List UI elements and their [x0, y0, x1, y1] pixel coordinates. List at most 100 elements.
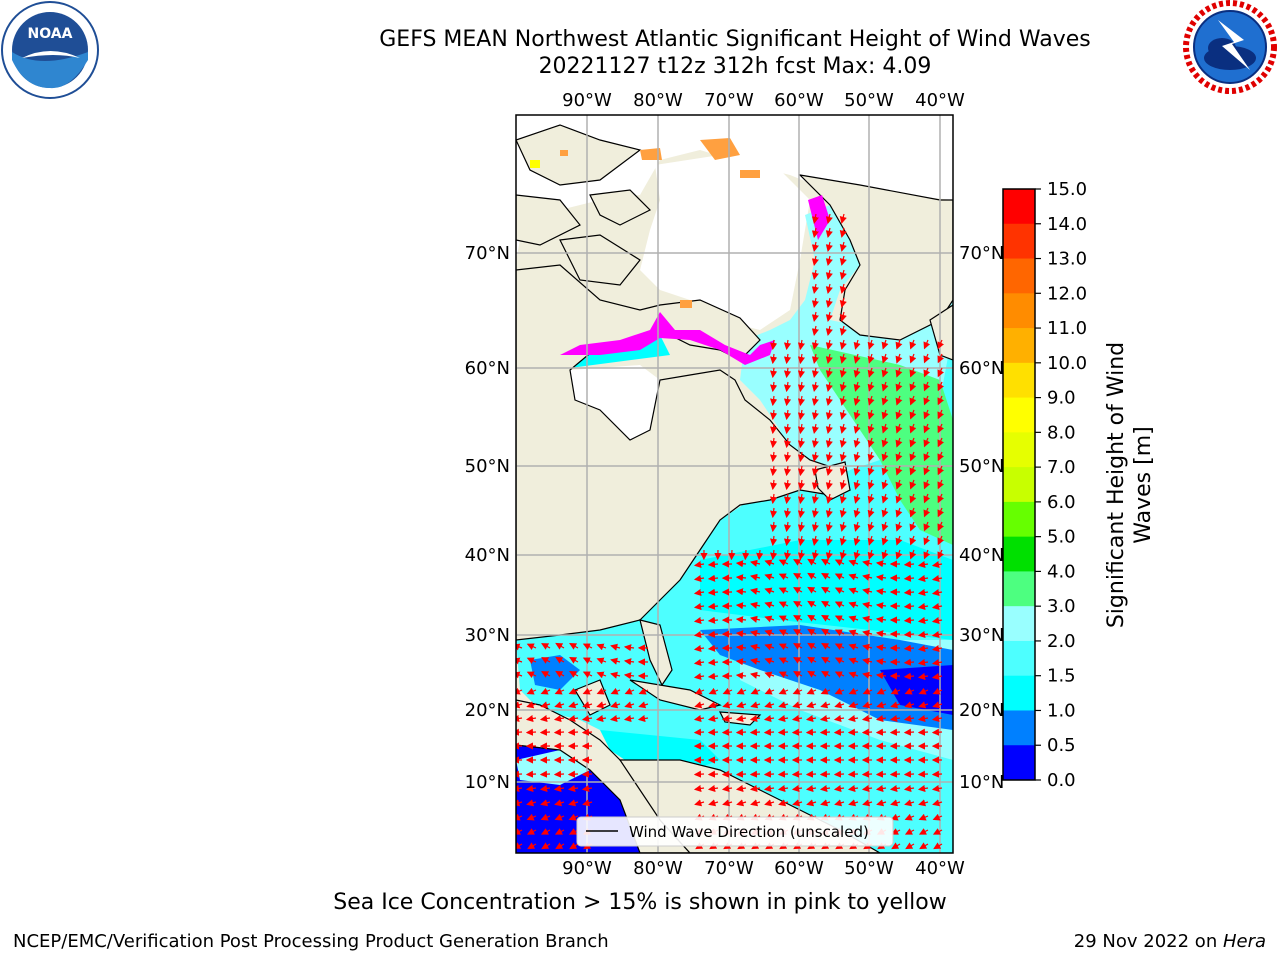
wave-arrow: [707, 784, 719, 793]
wave-arrow: [890, 813, 901, 821]
wave-arrow: [881, 549, 889, 560]
colorbar-segment: [1003, 328, 1035, 364]
wave-arrow: [554, 701, 565, 709]
wave-arrow: [811, 535, 819, 546]
wave-arrow: [793, 657, 803, 664]
lat-label: 50°N: [465, 456, 510, 477]
wave-arrow: [797, 353, 806, 365]
wave-arrow: [797, 381, 806, 393]
wave-arrow: [923, 451, 931, 462]
wave-arrow: [807, 642, 817, 650]
wave-arrow: [722, 799, 733, 807]
wave-arrow: [875, 630, 887, 638]
wave-arrow: [825, 507, 833, 518]
wave-arrow: [811, 395, 819, 406]
wave-arrow: [770, 451, 778, 463]
wave-arrow: [707, 714, 719, 723]
wave-arrow: [582, 671, 593, 678]
wave-arrow: [707, 630, 719, 638]
wave-arrow: [847, 714, 859, 723]
wave-arrow: [526, 799, 537, 807]
wave-arrow: [623, 672, 635, 680]
wave-arrow: [750, 629, 761, 637]
wave-arrow: [596, 687, 607, 695]
wave-arrow: [825, 241, 833, 252]
lon-label: 40°W: [915, 858, 965, 879]
wave-arrow: [895, 507, 903, 518]
wave-arrow: [750, 671, 761, 679]
wave-arrow: [623, 644, 635, 652]
wave-arrow: [825, 423, 833, 434]
wave-arrow: [820, 799, 831, 807]
wave-arrow: [909, 479, 917, 490]
wave-arrow: [750, 687, 761, 695]
wave-arrow: [909, 437, 917, 448]
wave-arrow: [735, 588, 747, 596]
wave-arrow: [937, 479, 945, 490]
wave-arrow: [881, 353, 889, 364]
wave-arrow: [811, 297, 819, 308]
wave-arrow: [867, 451, 875, 462]
wave-arrow: [638, 687, 649, 695]
wave-arrow: [853, 493, 861, 504]
lon-label: 50°W: [844, 858, 894, 879]
wave-arrow: [875, 602, 887, 610]
wave-arrow: [526, 643, 537, 650]
colorbar-segment: [1003, 571, 1035, 607]
wave-arrow: [931, 728, 943, 736]
arrow-legend: Wind Wave Direction (unscaled): [576, 816, 894, 847]
colorbar-tick-label: 9.0: [1047, 388, 1076, 409]
lat-label: 60°N: [959, 358, 1004, 379]
wave-arrow: [749, 714, 761, 723]
colorbar-tick-label: 14.0: [1047, 214, 1087, 235]
lat-label: 20°N: [959, 700, 1004, 721]
wave-arrow: [807, 600, 817, 608]
wave-arrow: [728, 549, 736, 561]
wave-arrow: [903, 784, 915, 793]
wave-arrow: [581, 714, 593, 723]
wave-arrow: [861, 784, 873, 793]
colorbar-segment: [1003, 223, 1035, 260]
wave-arrow: [811, 381, 819, 392]
wave-arrow: [707, 672, 719, 680]
wave-arrow: [903, 644, 915, 652]
wave-arrow: [749, 770, 761, 778]
wave-arrow: [931, 658, 943, 667]
wave-arrow: [931, 672, 943, 681]
wave-arrow: [750, 573, 761, 581]
wave-arrow: [853, 353, 861, 364]
wave-arrow: [750, 615, 761, 623]
wave-arrow: [623, 714, 635, 723]
wave-arrow: [735, 574, 747, 582]
wave-arrow: [770, 339, 778, 351]
wave-arrow: [516, 701, 523, 709]
wave-arrow: [778, 643, 789, 650]
wave-arrow: [875, 658, 887, 666]
wave-arrow: [582, 643, 593, 650]
wave-arrow: [839, 325, 847, 336]
wave-arrow: [764, 643, 775, 651]
colorbar-segment: [1003, 675, 1035, 711]
wave-arrow: [807, 614, 817, 622]
wave-arrow: [853, 521, 861, 532]
wave-arrow: [819, 728, 831, 736]
wave-arrow: [923, 409, 931, 420]
wave-arrow: [937, 437, 945, 448]
wave-arrow: [867, 353, 875, 364]
wave-arrow: [770, 367, 778, 379]
wave-arrow: [793, 573, 803, 580]
wave-arrow: [821, 643, 831, 650]
wave-arrow: [783, 381, 792, 393]
colorbar-segment: [1003, 536, 1035, 572]
wave-arrow: [527, 842, 537, 850]
wave-arrow: [895, 479, 903, 490]
wave-arrow: [903, 616, 915, 624]
wave-arrow: [637, 714, 649, 723]
wave-arrow: [839, 353, 847, 364]
wave-arrow: [825, 255, 833, 266]
wave-arrow: [889, 784, 901, 793]
wave-arrow: [917, 770, 929, 778]
wave-arrow: [895, 423, 903, 434]
wave-arrow: [895, 409, 903, 420]
wave-arrow: [540, 813, 551, 821]
